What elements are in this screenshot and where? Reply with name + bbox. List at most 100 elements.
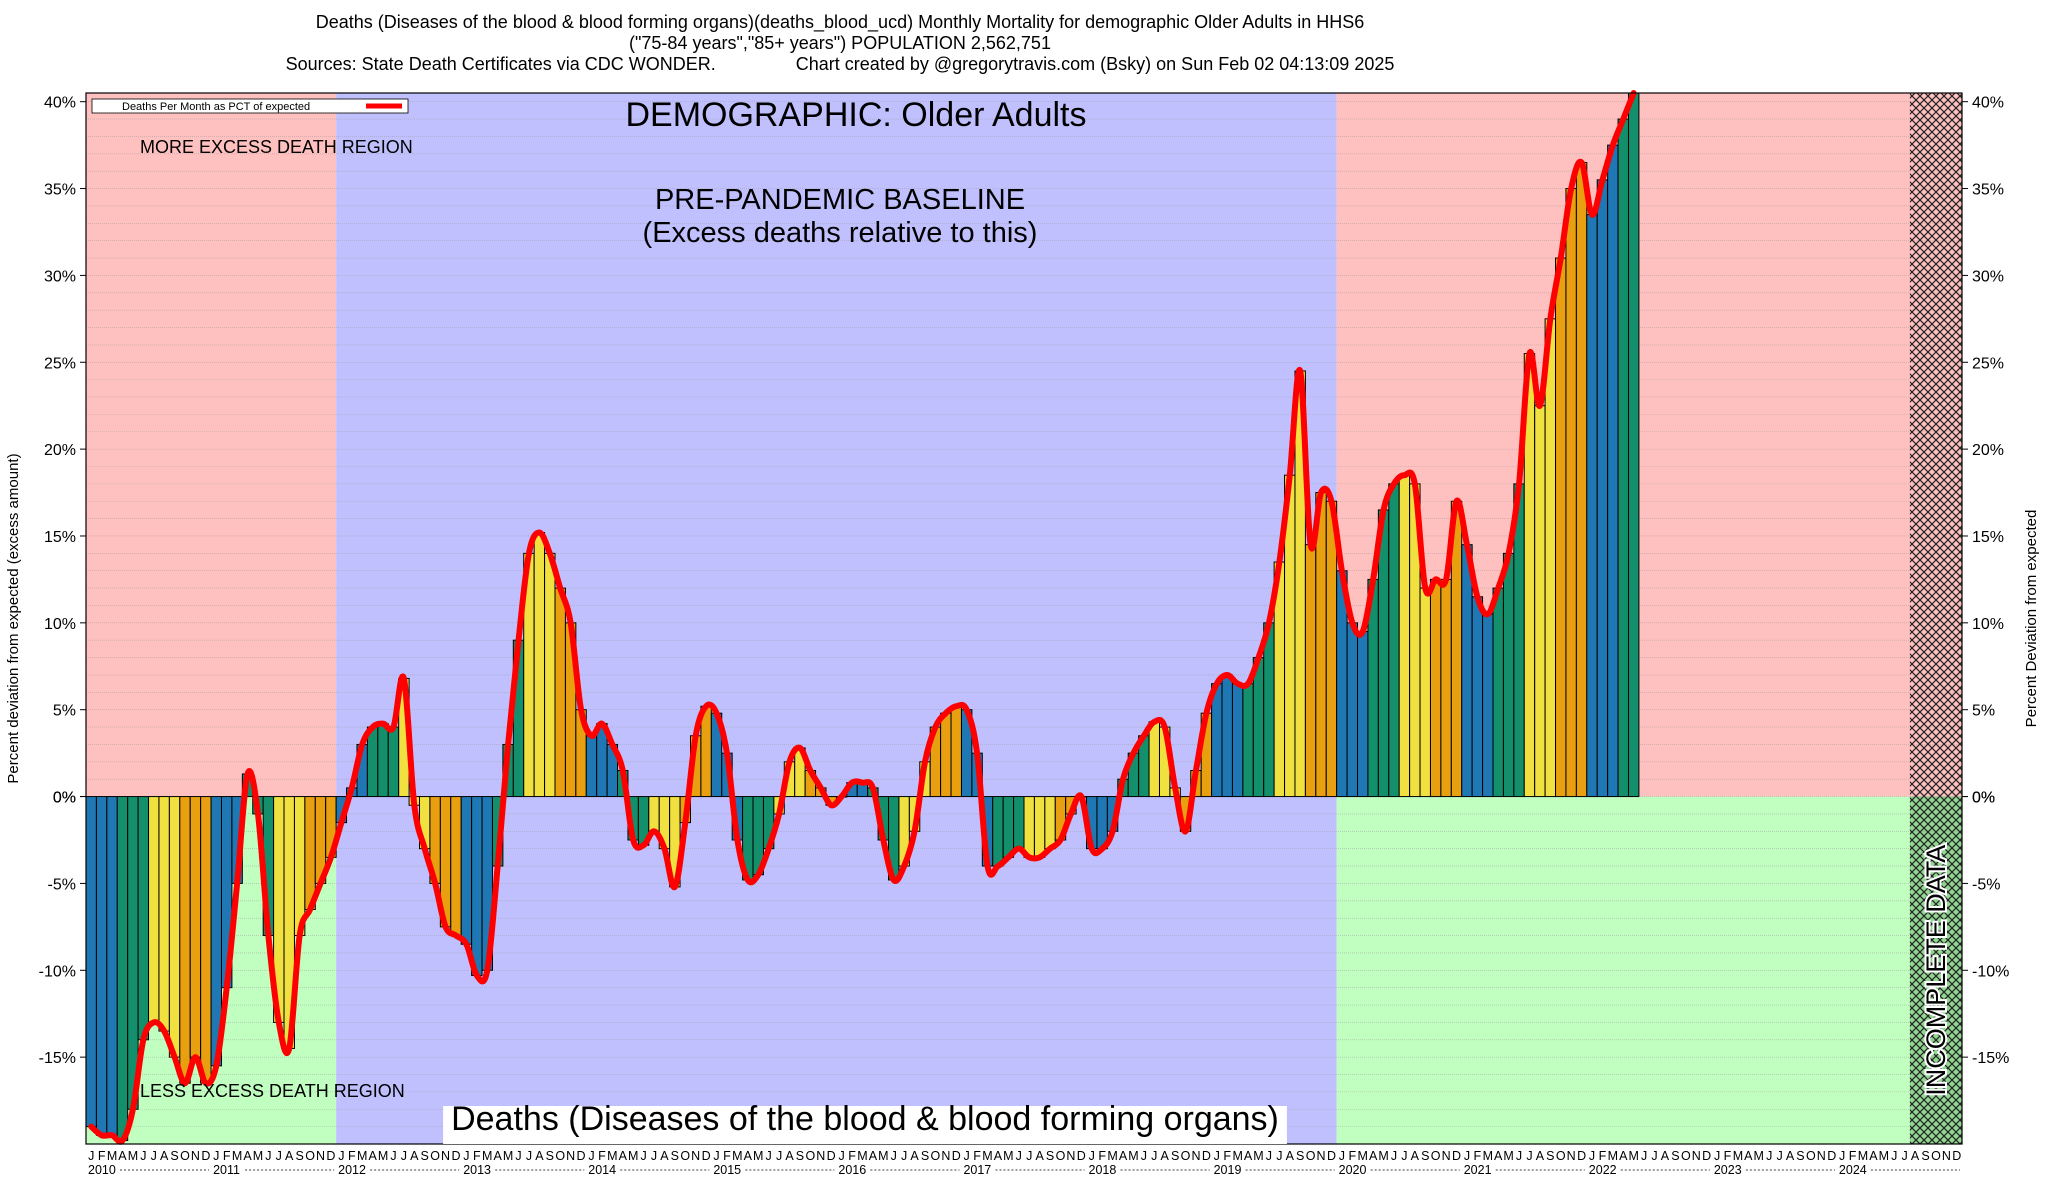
month-label: N (1942, 1149, 1951, 1163)
year-label: 2021 (1464, 1163, 1492, 1177)
bar (1419, 587, 1431, 798)
month-label: N (941, 1149, 950, 1163)
month-label: D (952, 1149, 961, 1163)
month-label: O (931, 1149, 941, 1163)
month-label: N (1317, 1149, 1326, 1163)
month-label: O (305, 1149, 315, 1163)
ytick-label-left: 35% (44, 182, 76, 199)
month-label: A (494, 1149, 503, 1163)
month-label: F (473, 1149, 481, 1163)
ytick-label-right: -10% (1972, 963, 2009, 980)
month-label: S (1796, 1149, 1804, 1163)
month-label: F (598, 1149, 606, 1163)
month-label: J (1401, 1149, 1407, 1163)
gridlines (86, 101, 1962, 1127)
month-label: J (651, 1149, 657, 1163)
month-label: A (1286, 1149, 1295, 1163)
bar (127, 796, 139, 1110)
month-label: O (1806, 1149, 1816, 1163)
month-label: D (1452, 1149, 1461, 1163)
month-label: O (1931, 1149, 1941, 1163)
bar (1534, 405, 1546, 798)
month-label: D (1577, 1149, 1586, 1163)
month-label: N (691, 1149, 700, 1163)
ytick-label-left: 0% (53, 790, 76, 807)
ytick-label-left: 15% (44, 529, 76, 546)
bottom-title-background (443, 1106, 1287, 1144)
bottom-title: Deaths (Diseases of the blood & blood fo… (451, 1100, 1279, 1138)
bar (1492, 587, 1504, 798)
chart-subtitle: ("75-84 years","85+ years") POPULATION 2… (629, 33, 1051, 53)
month-label: M (982, 1149, 992, 1163)
month-label: J (1651, 1149, 1657, 1163)
month-label: S (1171, 1149, 1179, 1163)
month-label: A (118, 1149, 127, 1163)
month-label: M (1503, 1149, 1513, 1163)
month-label: N (1191, 1149, 1200, 1163)
month-label: J (1839, 1149, 1845, 1163)
bar (1471, 596, 1484, 798)
month-label: J (766, 1149, 772, 1163)
year-label: 2016 (838, 1163, 866, 1177)
bar (533, 532, 546, 798)
month-label: J (1589, 1149, 1595, 1163)
month-label: S (1296, 1149, 1304, 1163)
month-label: O (805, 1149, 815, 1163)
bar (1555, 257, 1567, 798)
month-label: J (1902, 1149, 1908, 1163)
ytick-label-left: 20% (44, 442, 76, 459)
month-label: M (107, 1149, 117, 1163)
month-label: S (1421, 1149, 1429, 1163)
month-label: M (357, 1149, 367, 1163)
month-label: O (680, 1149, 690, 1163)
month-label: J (140, 1149, 146, 1163)
month-label: M (1003, 1149, 1013, 1163)
ytick-label-left: -5% (48, 876, 76, 893)
month-label: F (348, 1149, 356, 1163)
bar (116, 796, 129, 1142)
month-label: M (1378, 1149, 1388, 1163)
ytick-label-left: 25% (44, 355, 76, 372)
month-label: D (326, 1149, 335, 1163)
month-label: F (223, 1149, 231, 1163)
month-label: M (1232, 1149, 1242, 1163)
month-label: J (891, 1149, 897, 1163)
month-label: J (1141, 1149, 1147, 1163)
month-label: J (1516, 1149, 1522, 1163)
month-label: N (441, 1149, 450, 1163)
month-label: D (827, 1149, 836, 1163)
month-label: J (390, 1149, 396, 1163)
month-label: F (723, 1149, 731, 1163)
month-label: M (1107, 1149, 1117, 1163)
bar (1502, 552, 1515, 798)
ytick-label-right: 0% (1972, 790, 1995, 807)
month-label: A (1161, 1149, 1170, 1163)
bar (387, 726, 400, 798)
month-label: M (128, 1149, 138, 1163)
month-label: M (253, 1149, 263, 1163)
bar (544, 552, 556, 798)
month-label: M (482, 1149, 492, 1163)
chart-header: Deaths (Diseases of the blood & blood fo… (0, 12, 1680, 75)
month-label: A (1244, 1149, 1253, 1163)
bar (1013, 796, 1025, 850)
month-label: M (1253, 1149, 1263, 1163)
month-label: S (546, 1149, 554, 1163)
month-label: J (1891, 1149, 1897, 1163)
year-label: 2011 (213, 1163, 240, 1177)
ytick-label-left: 0% (53, 790, 76, 807)
month-label: J (1714, 1149, 1720, 1163)
bar (450, 796, 462, 937)
bar (471, 796, 483, 976)
month-label: F (1849, 1149, 1857, 1163)
month-label: J (1089, 1149, 1095, 1163)
region-backgrounds (86, 93, 1962, 1144)
month-label: J (1776, 1149, 1782, 1163)
ytick-label-right: 25% (1972, 355, 2004, 372)
month-label: M (1628, 1149, 1638, 1163)
month-label: N (816, 1149, 825, 1163)
bar (95, 796, 108, 1136)
year-label: 2019 (1214, 1163, 1242, 1177)
month-label: J (1464, 1149, 1470, 1163)
month-label: J (526, 1149, 532, 1163)
